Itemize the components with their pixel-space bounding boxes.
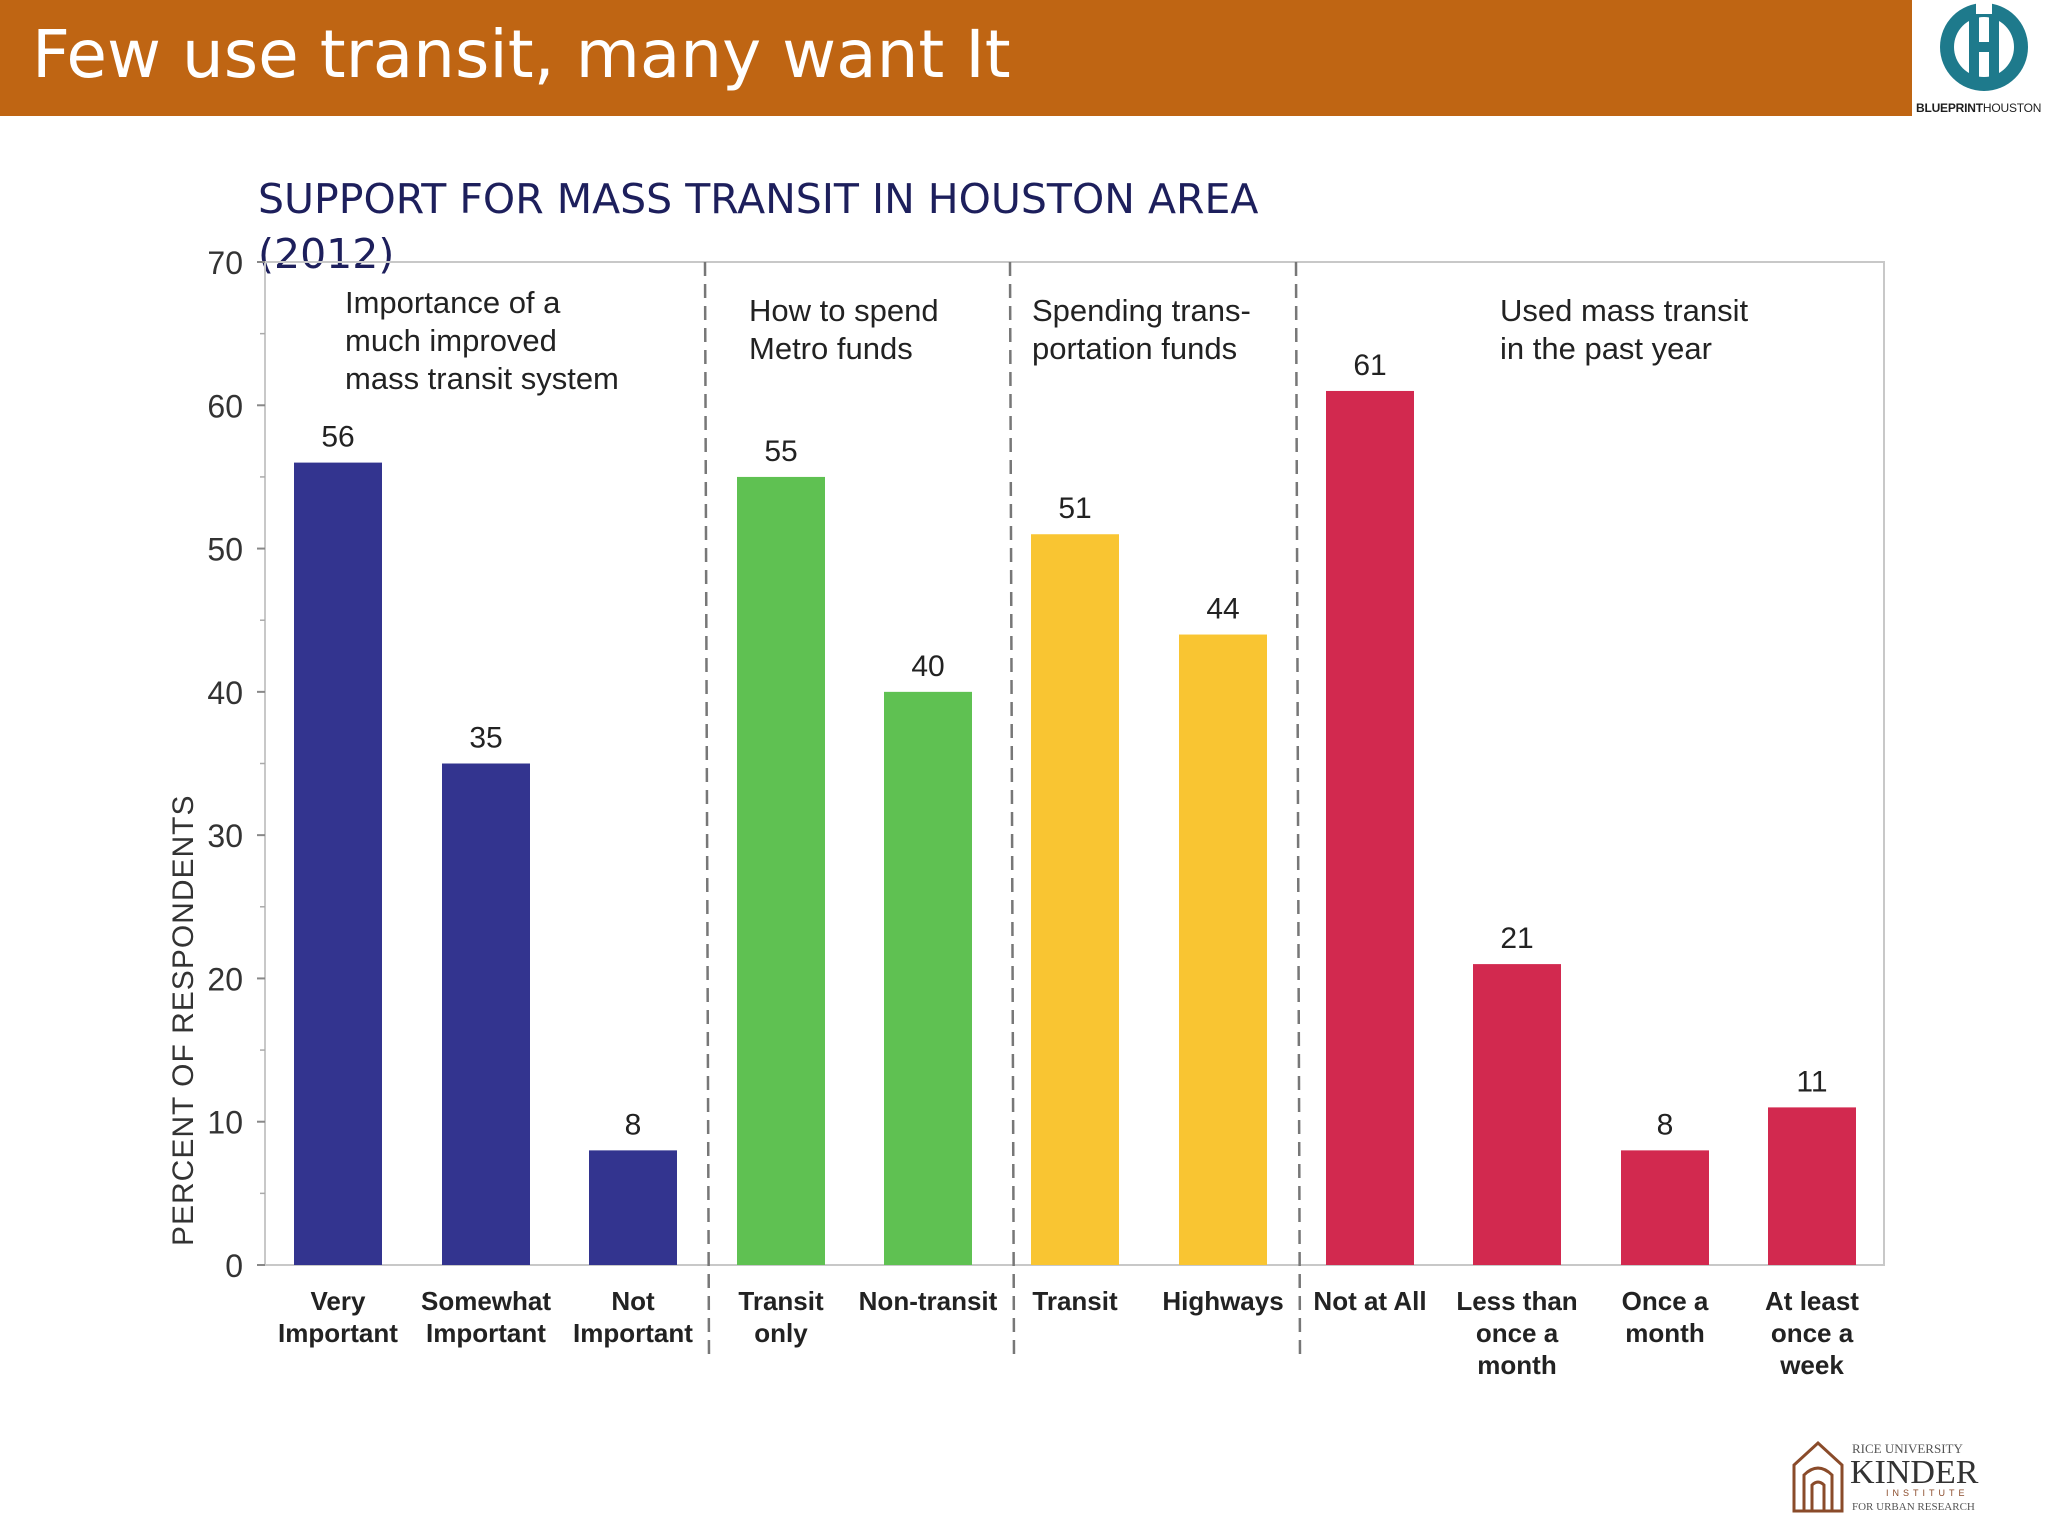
group-divider-3: [1294, 261, 1302, 1361]
x-category-label: Important: [278, 1318, 398, 1348]
bar-highways: [1179, 634, 1267, 1265]
slide-title: Few use transit, many want It: [32, 16, 1011, 93]
bar-transit: [1031, 534, 1119, 1265]
bar-somewhat-important: [442, 763, 530, 1265]
group-4-header-line: Used mass transit: [1500, 293, 1748, 328]
bar-once-a-month: [1621, 1150, 1709, 1265]
chart-title: SUPPORT FOR MASS TRANSIT IN HOUSTON AREA…: [258, 175, 1259, 278]
x-category-label: Important: [573, 1318, 693, 1348]
bar-value-label: 8: [625, 1108, 642, 1141]
x-category-label: Non-transit: [859, 1286, 998, 1316]
kinder-line2: KINDER: [1850, 1454, 1979, 1491]
x-category-label: Highways: [1162, 1286, 1283, 1316]
group-4-header-line: in the past year: [1500, 331, 1712, 366]
x-category-label: At least: [1765, 1286, 1859, 1316]
bar-not-important: [589, 1150, 677, 1265]
y-axis-label: PERCENT OF RESPONDENTS: [167, 794, 200, 1246]
group-divider-1: [703, 261, 711, 1361]
x-category-label: Transit: [738, 1286, 824, 1316]
group-1-header-line: much improved: [345, 323, 557, 358]
x-category-label: month: [1625, 1318, 1704, 1348]
x-category-label: Once a: [1622, 1286, 1709, 1316]
y-tick-label-10: 10: [207, 1105, 243, 1141]
bar-very-important: [294, 462, 382, 1266]
title-bar: [0, 0, 1912, 116]
bar-value-label: 56: [321, 421, 354, 454]
x-category-label: Somewhat: [421, 1286, 551, 1316]
group-2-header-line: Metro funds: [749, 331, 913, 366]
x-category-label: Important: [426, 1318, 546, 1348]
y-tick-label-30: 30: [207, 818, 243, 854]
bar-value-label: 51: [1058, 492, 1091, 525]
bar-transit-only: [737, 476, 825, 1265]
bar-not-at-all: [1326, 390, 1414, 1265]
bar-value-label: 44: [1206, 593, 1239, 626]
bar-value-label: 8: [1657, 1108, 1674, 1141]
group-1-header-line: mass transit system: [345, 361, 619, 396]
y-tick-label-40: 40: [207, 675, 243, 711]
kinder-institute-logo: RICE UNIVERSITY KINDER INSTITUTE FOR URB…: [1792, 1440, 1979, 1513]
bar-non-transit: [884, 691, 972, 1265]
y-tick-label-60: 60: [207, 388, 243, 424]
x-category-label: month: [1477, 1350, 1556, 1380]
bar-value-label: 11: [1796, 1065, 1827, 1098]
x-category-label: once a: [1476, 1318, 1559, 1348]
bar-value-label: 55: [764, 435, 797, 468]
kinder-line4: FOR URBAN RESEARCH: [1852, 1501, 1975, 1513]
group-3-header-line: Spending trans-: [1032, 293, 1251, 328]
kinder-line1: RICE UNIVERSITY: [1852, 1441, 1963, 1456]
group-3-header-line: portation funds: [1032, 331, 1237, 366]
x-category-label: Less than: [1456, 1286, 1577, 1316]
x-category-label: once a: [1771, 1318, 1854, 1348]
y-tick-label-20: 20: [207, 961, 243, 997]
blueprint-houston-wordmark: BLUEPRINTHOUSTON: [1916, 101, 2042, 115]
bar-value-label: 21: [1500, 922, 1533, 955]
group-2-header-line: How to spend: [749, 293, 939, 328]
x-category-label: Transit: [1032, 1286, 1118, 1316]
bar-value-label: 35: [469, 722, 502, 755]
bar-value-label: 40: [911, 650, 944, 683]
kinder-building-icon: [1792, 1440, 1844, 1513]
group-1-header-line: Importance of a: [345, 285, 561, 320]
kinder-line3: INSTITUTE: [1886, 1488, 1969, 1498]
x-category-label: only: [754, 1318, 808, 1348]
y-tick-label-50: 50: [207, 532, 243, 568]
bar-value-label: 61: [1353, 349, 1386, 382]
y-tick-label-0: 0: [225, 1248, 243, 1284]
bar-at-least-once-a-week: [1768, 1107, 1856, 1265]
x-category-label: Not at All: [1313, 1286, 1426, 1316]
bar-less-than-once-a-month: [1473, 964, 1561, 1265]
x-category-label: Not: [611, 1286, 655, 1316]
x-category-label: Very: [311, 1286, 366, 1316]
x-category-label: week: [1779, 1350, 1844, 1380]
blueprint-houston-logo: [1912, 0, 2048, 116]
blueprint-h-icon: [1940, 2, 2028, 91]
group-divider-2: [1008, 261, 1016, 1361]
y-tick-label-70: 70: [207, 245, 243, 281]
